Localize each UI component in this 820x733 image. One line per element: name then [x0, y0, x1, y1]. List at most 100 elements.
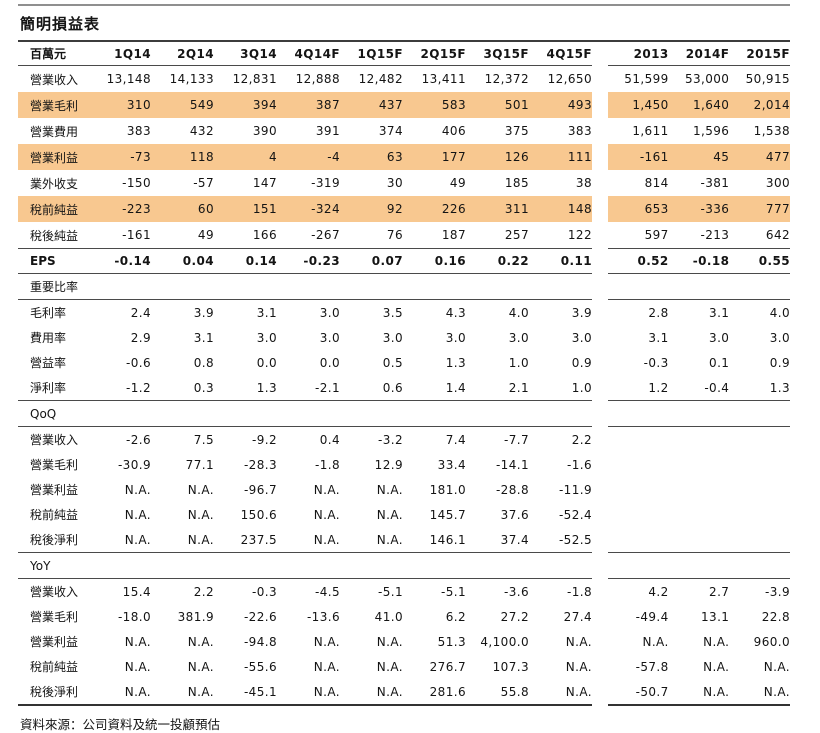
section-rule	[18, 426, 790, 427]
cell-value: 4.0	[769, 305, 791, 320]
column-gap	[592, 477, 608, 502]
cell-value: 257	[504, 228, 529, 242]
column-gap	[592, 679, 608, 704]
top-rule	[18, 4, 790, 6]
row-label: 費用率	[30, 331, 67, 345]
cell-value: -0.3	[251, 584, 277, 599]
quarter-group: 營業收入 15.4 2.2 -0.3 -4.5 -5.1 -5.1 -3.6 -1.8	[18, 579, 592, 604]
table-row: 營業利益 N.A. N.A. -94.8 N.A. N.A. 51.3 4,100.0 N.A.…	[18, 629, 790, 654]
section-label: YoY	[30, 558, 51, 573]
cell-value: 1,596	[692, 124, 730, 138]
cell-value: 2.4	[130, 305, 151, 320]
cell-value: 3.0	[571, 330, 592, 345]
cell-value: 0.22	[497, 254, 529, 268]
cell-value: 2.2	[571, 432, 592, 447]
cell-value: 0.55	[758, 254, 791, 268]
cell-value: 27.4	[563, 609, 592, 624]
cell-value: N.A.	[313, 659, 340, 674]
cell-value: N.A.	[565, 684, 592, 699]
cell-value: -4.5	[314, 584, 340, 599]
cell-value: 3.1	[193, 330, 214, 345]
year-group: 653 -336 777	[608, 196, 790, 222]
year-group	[608, 452, 790, 477]
cell-value: -213	[700, 228, 730, 242]
cell-value: -49.4	[635, 609, 669, 624]
cell-value: 177	[441, 150, 466, 164]
row-label: 營業毛利	[30, 98, 79, 113]
cell-value: -28.3	[243, 457, 277, 472]
cell-value: -18.0	[117, 609, 151, 624]
cell-value: 3.1	[709, 305, 730, 320]
cell-value: 3.0	[508, 330, 529, 345]
rule-year-segment	[608, 552, 790, 553]
cell-value: 3.0	[769, 330, 791, 345]
cell-value: -161	[122, 228, 151, 242]
section-rule	[18, 578, 790, 579]
cell-value: 187	[441, 228, 466, 242]
quarter-group: 淨利率 -1.2 0.3 1.3 -2.1 0.6 1.4 2.1 1.0	[18, 375, 592, 400]
year-group: 4.2 2.7 -3.9	[608, 579, 790, 604]
cell-value: 437	[378, 98, 403, 112]
cell-value: 653	[644, 202, 669, 216]
quarter-group: 稅後純益 -161 49 166 -267 76 187 257 122	[18, 222, 592, 248]
cell-value: -1.6	[566, 457, 592, 472]
report-title: 簡明損益表	[20, 15, 101, 33]
column-gap	[592, 654, 608, 679]
cell-value: -1.8	[566, 584, 592, 599]
rule-year-segment	[608, 426, 790, 427]
rule-year-segment	[608, 400, 790, 401]
cell-value: 374	[378, 124, 403, 138]
cell-value: 0.0	[319, 355, 340, 370]
cell-value: 60	[197, 202, 214, 216]
cell-value: -96.7	[243, 482, 277, 497]
cell-value: 960.0	[753, 634, 791, 649]
table-row: 費用率 2.9 3.1 3.0 3.0 3.0 3.0 3.0 3.0 3.1 3.0 3.0	[18, 325, 790, 350]
cell-value: N.A.	[187, 659, 214, 674]
cell-value: 3.0	[709, 330, 730, 345]
year-group: 2.8 3.1 4.0	[608, 300, 790, 325]
cell-value: 0.6	[382, 380, 403, 395]
row-label: 稅前純益	[30, 508, 79, 522]
rule-year-segment	[608, 704, 790, 706]
quarter-header-group: 百萬元 1Q14 2Q14 3Q14 4Q14F 1Q15F 2Q15F 3Q1…	[18, 42, 592, 65]
cell-value: 226	[441, 202, 466, 216]
cell-value: 151	[252, 202, 277, 216]
report-page: 簡明損益表 百萬元 1Q14 2Q14 3Q14 4Q14F 1Q15F 2Q1…	[0, 4, 820, 732]
table-row: 稅前純益 -223 60 151 -324 92 226 311 148 653 -336 777	[18, 196, 790, 222]
cell-value: 4.0	[508, 305, 529, 320]
cell-value: -94.8	[243, 634, 277, 649]
cell-value: 1.0	[571, 380, 592, 395]
year-group: -0.3 0.1 0.9	[608, 350, 790, 375]
quarter-group: 稅後淨利 N.A. N.A. -45.1 N.A. N.A. 281.6 55.8 N.A.	[18, 679, 592, 704]
cell-value: 1,640	[692, 98, 730, 112]
cell-value: 0.52	[637, 254, 669, 268]
cell-value: 2.9	[130, 330, 151, 345]
table-row: 營業毛利 310 549 394 387 437 583 501 493 1,450 1,640 2,…	[18, 92, 790, 118]
cell-value: -150	[122, 176, 151, 190]
cell-value: -267	[311, 228, 340, 242]
quarter-group: 稅後淨利 N.A. N.A. 237.5 N.A. N.A. 146.1 37.4 -52.5	[18, 527, 592, 552]
column-gap	[592, 300, 608, 325]
row-label: 稅後純益	[30, 228, 79, 243]
column-gap	[592, 249, 608, 273]
year-group: 1.2 -0.4 1.3	[608, 375, 790, 400]
cell-value: 477	[765, 150, 791, 164]
quarter-column-header: 3Q14	[240, 46, 277, 61]
cell-value: 51,599	[624, 72, 669, 86]
cell-value: 3.0	[256, 330, 277, 345]
row-label: 業外收支	[30, 176, 79, 191]
row-label: 營業收入	[30, 72, 79, 87]
cell-value: -11.9	[558, 482, 592, 497]
column-gap	[592, 92, 608, 118]
year-column-header: 2014F	[685, 46, 730, 61]
row-label: 稅後淨利	[30, 533, 79, 547]
quarter-group: 營業毛利 310 549 394 387 437 583 501 493	[18, 92, 592, 118]
rule-quarter-segment	[18, 400, 592, 401]
cell-value: N.A.	[187, 507, 214, 522]
cell-value: 583	[441, 98, 466, 112]
year-group	[608, 401, 790, 426]
cell-value: -57	[193, 176, 214, 190]
cell-value: 33.4	[437, 457, 466, 472]
row-label: EPS	[30, 254, 56, 268]
quarter-column-header: 2Q15F	[420, 46, 466, 61]
